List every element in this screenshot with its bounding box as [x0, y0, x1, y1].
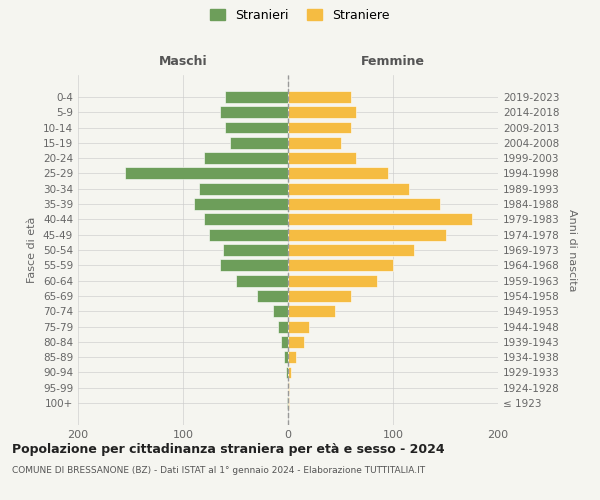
Bar: [288, 137, 341, 149]
Y-axis label: Anni di nascita: Anni di nascita: [566, 208, 577, 291]
Bar: [274, 306, 288, 317]
Bar: [193, 198, 288, 210]
Bar: [288, 306, 335, 317]
Bar: [288, 336, 304, 348]
Bar: [288, 274, 377, 286]
Bar: [288, 91, 351, 103]
Bar: [284, 351, 288, 363]
Bar: [288, 382, 289, 394]
Bar: [230, 137, 288, 149]
Bar: [288, 397, 289, 409]
Text: Maschi: Maschi: [158, 55, 208, 68]
Bar: [281, 336, 288, 348]
Bar: [288, 198, 440, 210]
Bar: [204, 214, 288, 226]
Bar: [223, 244, 288, 256]
Bar: [288, 351, 296, 363]
Bar: [286, 366, 288, 378]
Bar: [288, 366, 291, 378]
Bar: [220, 106, 288, 118]
Bar: [225, 91, 288, 103]
Bar: [288, 152, 356, 164]
Bar: [288, 228, 445, 240]
Bar: [125, 168, 288, 179]
Bar: [220, 260, 288, 272]
Bar: [288, 214, 472, 226]
Bar: [288, 320, 309, 332]
Bar: [199, 183, 288, 194]
Bar: [287, 397, 288, 409]
Bar: [225, 122, 288, 134]
Bar: [288, 244, 414, 256]
Bar: [257, 290, 288, 302]
Bar: [209, 228, 288, 240]
Legend: Stranieri, Straniere: Stranieri, Straniere: [210, 8, 390, 22]
Text: COMUNE DI BRESSANONE (BZ) - Dati ISTAT al 1° gennaio 2024 - Elaborazione TUTTITA: COMUNE DI BRESSANONE (BZ) - Dati ISTAT a…: [12, 466, 425, 475]
Bar: [288, 168, 388, 179]
Bar: [204, 152, 288, 164]
Text: Femmine: Femmine: [361, 55, 425, 68]
Bar: [288, 260, 393, 272]
Text: Popolazione per cittadinanza straniera per età e sesso - 2024: Popolazione per cittadinanza straniera p…: [12, 442, 445, 456]
Bar: [235, 274, 288, 286]
Bar: [288, 122, 351, 134]
Bar: [288, 106, 356, 118]
Bar: [277, 320, 288, 332]
Bar: [288, 290, 351, 302]
Y-axis label: Fasce di età: Fasce di età: [28, 217, 37, 283]
Bar: [288, 183, 409, 194]
